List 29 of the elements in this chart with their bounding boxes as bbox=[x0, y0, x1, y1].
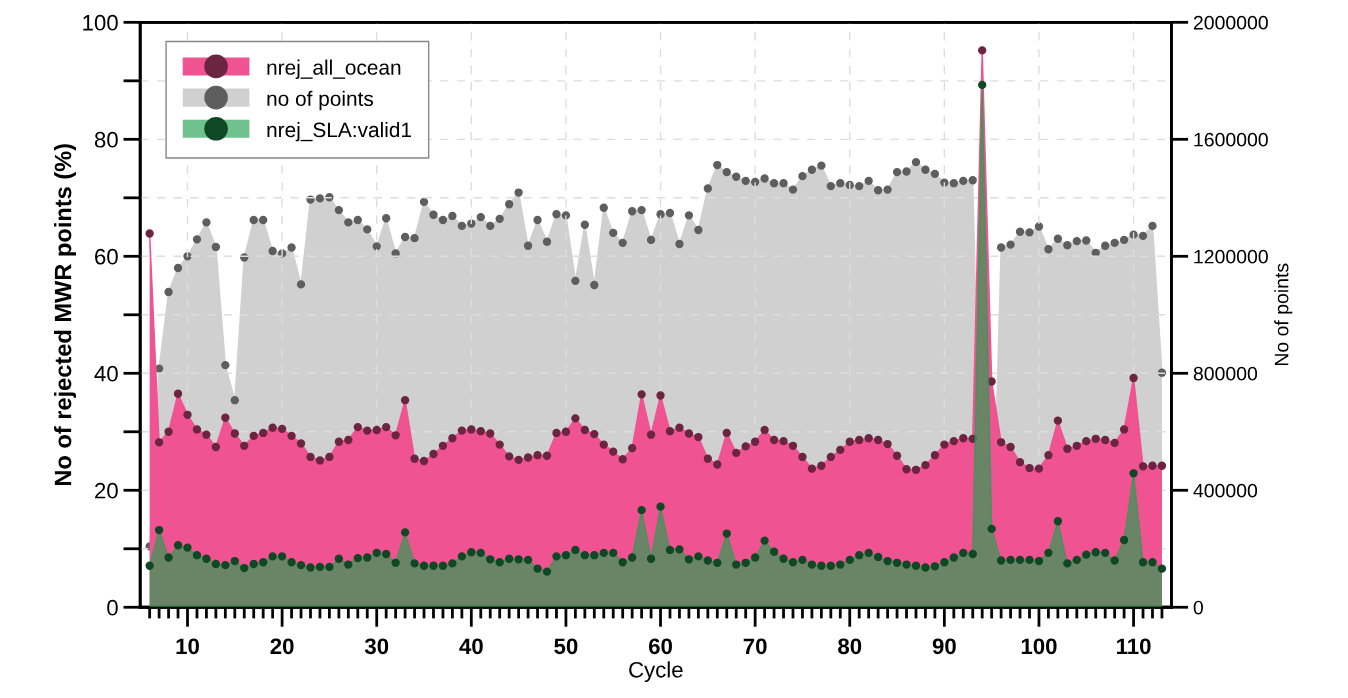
x-tick-label: 110 bbox=[1117, 638, 1151, 655]
y-tick-label: 20 bbox=[95, 482, 118, 499]
y-tick-label: 60 bbox=[95, 248, 118, 265]
x-tick-label: 50 bbox=[554, 638, 578, 655]
x-tick-label: 20 bbox=[270, 638, 294, 655]
x-tick-label: 80 bbox=[838, 638, 862, 655]
y2-tick-label: 800000 bbox=[1193, 366, 1258, 381]
x-tick-label: 90 bbox=[932, 638, 956, 655]
x-tick-label: 100 bbox=[1021, 638, 1057, 655]
y-axis-title: No of rejected MWR points (%) bbox=[54, 144, 77, 486]
x-tick-label: 70 bbox=[743, 638, 767, 655]
legend-label: no of points bbox=[267, 90, 374, 111]
y2-tick-label: 1200000 bbox=[1194, 249, 1268, 264]
x-tick-label: 60 bbox=[648, 638, 672, 655]
y-tick-label: 0 bbox=[107, 599, 118, 616]
y2-tick-label: 0 bbox=[1193, 600, 1203, 615]
y-tick-label: 100 bbox=[83, 14, 118, 31]
y2-tick-label: 1600000 bbox=[1194, 132, 1268, 147]
x-tick-label: 30 bbox=[364, 638, 389, 655]
y2-tick-label: 400000 bbox=[1193, 483, 1258, 498]
x-axis-title: Cycle bbox=[629, 661, 683, 683]
legend-label: nrej_SLA:valid1 bbox=[267, 121, 411, 142]
x-tick-label: 40 bbox=[459, 638, 483, 655]
y2-tick-label: 2000000 bbox=[1193, 15, 1268, 30]
y2-axis-title: No of points bbox=[1274, 263, 1293, 366]
y-tick-label: 80 bbox=[94, 131, 118, 148]
y-tick-label: 40 bbox=[94, 365, 118, 382]
x-tick-label: 10 bbox=[176, 638, 199, 655]
legend-label: nrej_all_ocean bbox=[267, 59, 401, 79]
